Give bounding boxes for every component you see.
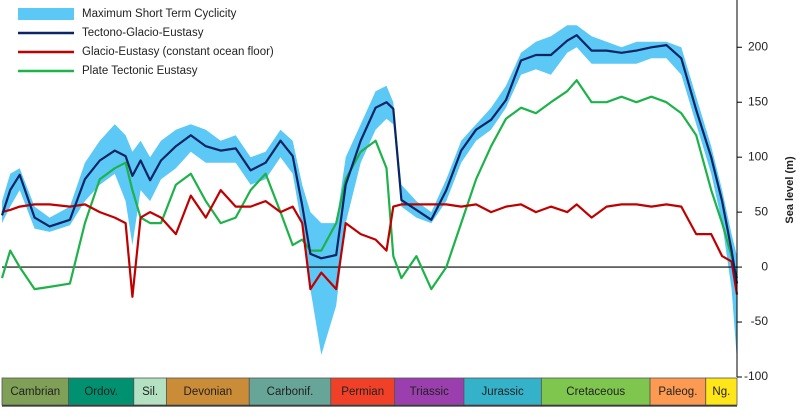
period-label: Devonian — [184, 386, 233, 398]
legend-label: Tectono-Glacio-Eustasy — [82, 27, 204, 39]
series-line — [0, 34, 739, 284]
legend-label: Glacio-Eustasy (constant ocean floor) — [82, 46, 274, 58]
y-tick-label: 100 — [748, 149, 768, 163]
y-tick-label: 150 — [748, 94, 768, 108]
legend-label: Maximum Short Term Cyclicity — [82, 8, 237, 20]
period-box — [463, 377, 542, 406]
period-box — [165, 377, 250, 406]
y-axis-label: Sea level (m) — [784, 156, 796, 224]
period-label: Cretaceous — [566, 386, 625, 398]
series-line — [1, 189, 739, 298]
y-tick-label: 0 — [761, 259, 768, 273]
period-label: Cambrian — [10, 386, 60, 398]
period-box — [1, 377, 69, 406]
series-line — [0, 79, 739, 291]
y-tick-label: 200 — [748, 39, 768, 53]
period-label: Sil. — [142, 386, 158, 398]
band-area — [2, 25, 737, 361]
period-box — [649, 377, 707, 406]
y-tick-label: -50 — [751, 314, 769, 328]
period-label: Ng. — [712, 386, 730, 398]
period-label: Permian — [341, 386, 384, 398]
period-box — [248, 377, 332, 406]
period-box — [705, 377, 738, 406]
legend-swatch — [18, 8, 74, 20]
period-label: Triassic — [410, 386, 449, 398]
period-label: Ordov. — [84, 386, 118, 398]
period-label: Carbonif. — [267, 386, 314, 398]
period-box — [68, 377, 135, 406]
y-tick-label: -100 — [744, 369, 768, 383]
y-tick-label: 50 — [755, 204, 769, 218]
period-box — [133, 377, 167, 406]
period-label: Jurassic — [482, 386, 524, 398]
period-label: Paleog. — [658, 386, 697, 398]
legend-label: Plate Tectonic Eustasy — [82, 65, 198, 77]
